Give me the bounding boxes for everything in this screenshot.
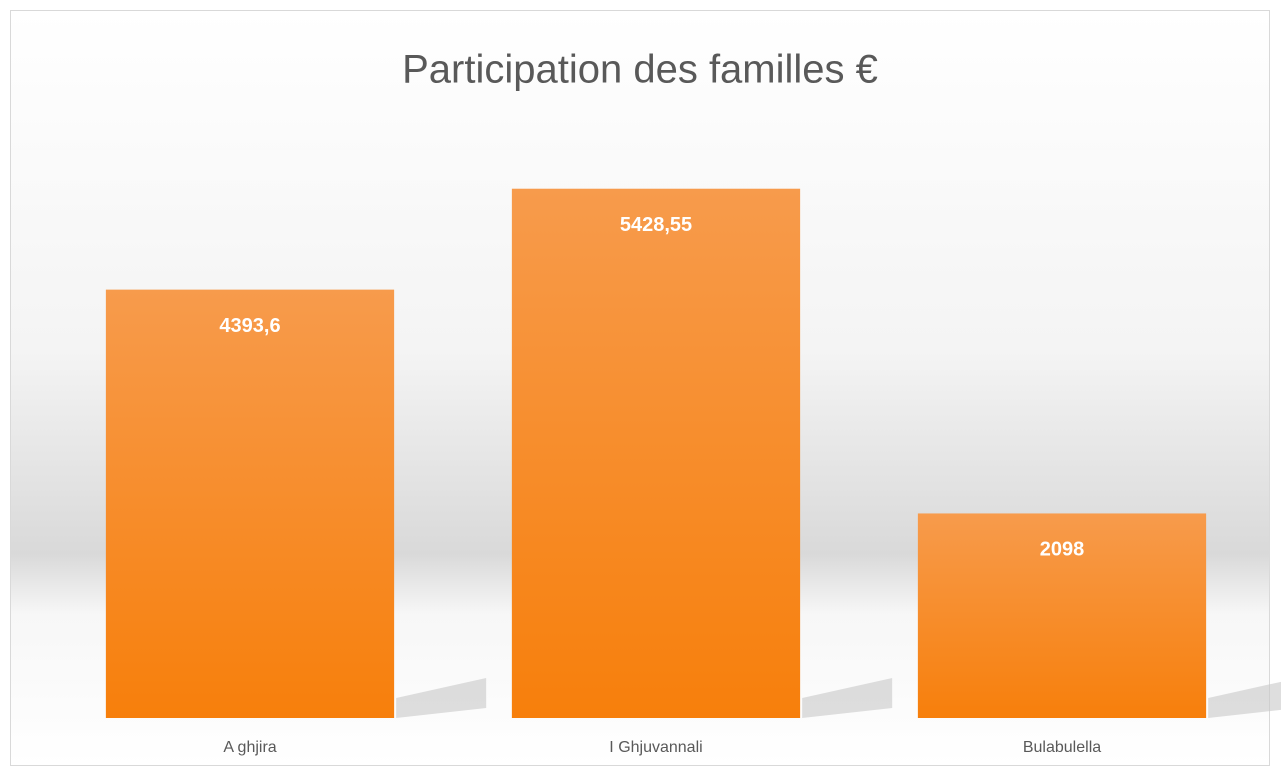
x-tick-label: Bulabulella — [1023, 739, 1101, 756]
data-label: 5428,55 — [620, 214, 692, 236]
bar-shadow — [396, 678, 487, 718]
x-tick-label: I Ghjuvannali — [609, 739, 702, 756]
bar — [917, 513, 1207, 718]
chart-title: Participation des familles € — [402, 48, 878, 92]
bar-shadow — [802, 678, 893, 718]
x-tick-label: A ghjira — [223, 739, 276, 756]
bar — [105, 289, 395, 718]
data-label: 4393,6 — [219, 315, 280, 337]
data-label: 2098 — [1040, 539, 1085, 561]
bar — [511, 188, 801, 718]
bar-shadow — [1208, 681, 1281, 718]
